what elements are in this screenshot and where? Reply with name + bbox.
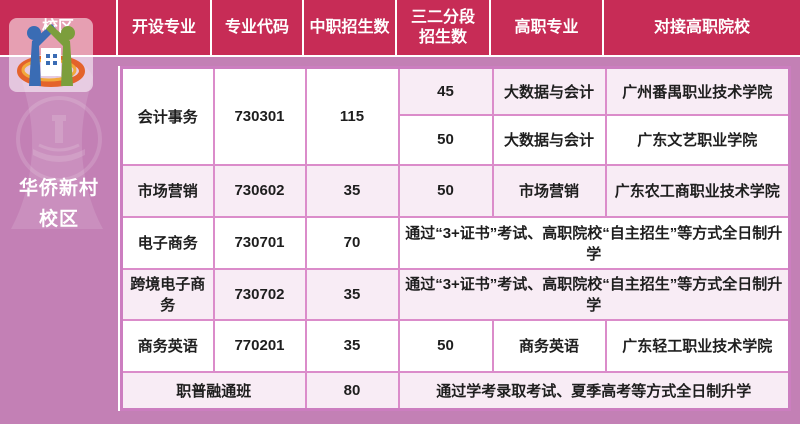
school-emblem-icon [16, 96, 102, 182]
cell-enroll: 35 [304, 318, 400, 373]
cell-enroll: 115 [304, 66, 400, 166]
cell-major: 商务英语 [120, 318, 215, 373]
cell-enroll: 70 [304, 215, 400, 270]
cell-code: 770201 [212, 318, 307, 373]
cell-major: 职普融通班 [120, 370, 307, 411]
cell-segment: 50 [397, 318, 494, 373]
cell-enroll: 35 [304, 267, 400, 321]
table-area: 会计事务 730301 115 45 大数据与会计 广州番禺职业技术学院 50 … [118, 57, 800, 424]
table-row: 跨境电子商务 730702 35 通过“3+证书”考试、高职院校“自主招生”等方… [120, 267, 791, 321]
cell-higher-major: 市场营销 [491, 163, 607, 218]
cell-major: 电子商务 [120, 215, 215, 270]
cell-note: 通过“3+证书”考试、高职院校“自主招生”等方式全日制升学 [397, 215, 791, 270]
content-area: 华侨新村 校区 会计事务 730301 115 45 大数据与会计 广 [0, 57, 800, 424]
cell-major: 跨境电子商务 [120, 267, 215, 321]
cell-note: 通过“3+证书”考试、高职院校“自主招生”等方式全日制升学 [397, 267, 791, 321]
cell-segment: 50 [397, 113, 494, 166]
cell-higher-major: 大数据与会计 [491, 113, 607, 166]
table-header-row: 校区 开设专业 专业代码 中职招生数 三二分段 招生数 高职专业 对接高职院校 [0, 0, 800, 57]
cell-college: 广州番禺职业技术学院 [604, 66, 791, 116]
campus-name-line2: 校区 [38, 208, 79, 230]
table-row: 商务英语 770201 35 50 商务英语 广东轻工职业技术学院 [120, 318, 791, 373]
campus-name: 华侨新村 校区 [19, 174, 99, 235]
cell-higher-major: 商务英语 [491, 318, 607, 373]
cell-enroll: 35 [304, 163, 400, 218]
cell-college: 广东农工商职业技术学院 [604, 163, 791, 218]
table-row: 职普融通班 80 通过学考录取考试、夏季高考等方式全日制升学 [120, 370, 791, 411]
header-cell-segment-enroll: 三二分段 招生数 [397, 0, 491, 55]
cell-major: 市场营销 [120, 163, 215, 218]
header-cell-higher-major: 高职专业 [491, 0, 604, 55]
table-row: 50 大数据与会计 广东文艺职业学院 [122, 113, 791, 166]
cell-segment: 45 [397, 66, 494, 116]
cell-college: 广东文艺职业学院 [604, 113, 791, 166]
header-cell-major: 开设专业 [118, 0, 212, 55]
cell-note: 通过学考录取考试、夏季高考等方式全日制升学 [397, 370, 791, 411]
campus-sidebar: 华侨新村 校区 [0, 57, 118, 424]
cell-code: 730701 [212, 215, 307, 270]
cell-college: 广东轻工职业技术学院 [604, 318, 791, 373]
header-cell-college: 对接高职院校 [653, 18, 750, 36]
header-cell-secondary-enroll: 中职招生数 [304, 0, 397, 55]
enrollment-table: 会计事务 730301 115 45 大数据与会计 广州番禺职业技术学院 50 … [120, 66, 791, 411]
header-cell-code: 专业代码 [212, 0, 304, 55]
table-row: 会计事务 730301 115 45 大数据与会计 广州番禺职业技术学院 [120, 66, 791, 166]
school-logo-icon [9, 18, 93, 92]
cell-major: 会计事务 [120, 66, 215, 166]
header-segment-line1: 三二分段 [410, 9, 475, 27]
table-row: 电子商务 730701 70 通过“3+证书”考试、高职院校“自主招生”等方式全… [120, 215, 791, 270]
cell-enroll: 80 [304, 370, 400, 411]
cell-higher-major: 大数据与会计 [491, 66, 607, 116]
header-segment-line2: 招生数 [418, 28, 467, 46]
cell-code: 730602 [212, 163, 307, 218]
cell-code: 730301 [212, 66, 307, 166]
cell-code: 730702 [212, 267, 307, 321]
table-row: 市场营销 730602 35 50 市场营销 广东农工商职业技术学院 [120, 163, 791, 218]
cell-segment: 50 [397, 163, 494, 218]
campus-name-line1: 华侨新村 [18, 178, 99, 200]
